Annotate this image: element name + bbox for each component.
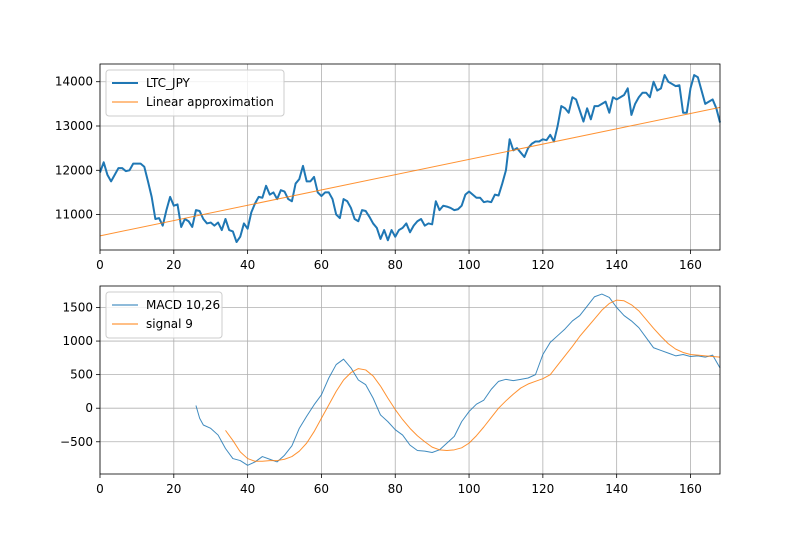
legend: MACD 10,26 signal 9 [105, 291, 223, 339]
y-tick-label: 13000 [55, 119, 93, 133]
x-tick-label: 140 [605, 258, 628, 272]
legend-label: signal 9 [146, 317, 193, 331]
x-tick-label: 100 [458, 258, 481, 272]
y-tick-label: 0 [85, 401, 93, 415]
x-tick-label: 80 [388, 258, 403, 272]
axes-frame [99, 285, 721, 475]
y-tick-label: 12000 [55, 163, 93, 177]
x-tick-label: 60 [314, 258, 329, 272]
x-tick-label: 80 [388, 482, 403, 496]
series-line [195, 293, 721, 466]
y-tick-label: −500 [60, 435, 93, 449]
x-tick-label: 40 [240, 482, 255, 496]
axes-frame [99, 63, 721, 251]
price-panel: 0 20 40 60 80 100 120 140 160 11000 12000 13000 1400… [55, 63, 721, 272]
y-tick-label: 500 [70, 368, 93, 382]
x-tick-label: 160 [679, 482, 702, 496]
y-tick-label: 11000 [55, 208, 93, 222]
legend-label: MACD 10,26 [146, 298, 220, 312]
x-tick-label: 140 [605, 482, 628, 496]
series-line [225, 299, 721, 462]
series-line [99, 74, 721, 244]
x-tick-label: 120 [531, 482, 554, 496]
x-tick-label: 100 [458, 482, 481, 496]
x-tick-label: 40 [240, 258, 255, 272]
x-tick-label: 20 [166, 482, 181, 496]
series-line [99, 106, 721, 237]
legend: LTC_JPY Linear approximation [105, 69, 285, 117]
macd-panel: 0 20 40 60 80 100 120 140 160 −500 0 500 1000 1500 MAC… [60, 285, 721, 496]
x-tick-label: 0 [96, 482, 104, 496]
x-tick-label: 60 [314, 482, 329, 496]
legend-box [105, 291, 223, 339]
y-tick-label: 1500 [62, 300, 93, 314]
x-tick-label: 160 [679, 258, 702, 272]
legend-box [105, 69, 285, 117]
x-tick-label: 0 [96, 258, 104, 272]
legend-label: Linear approximation [146, 95, 274, 109]
x-tick-label: 120 [531, 258, 554, 272]
legend-label: LTC_JPY [146, 76, 191, 90]
y-tick-label: 1000 [62, 334, 93, 348]
x-tick-label: 20 [166, 258, 181, 272]
y-tick-label: 14000 [55, 75, 93, 89]
